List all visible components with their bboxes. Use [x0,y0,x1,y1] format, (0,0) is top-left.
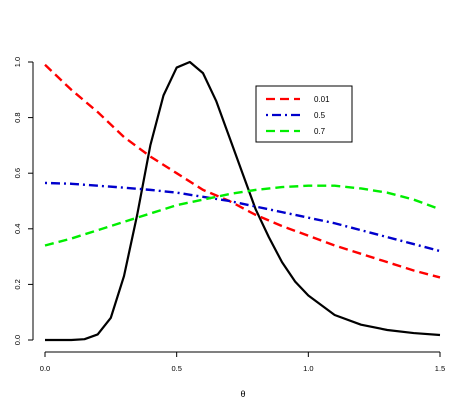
y-tick-label: 0.8 [13,112,22,122]
y-tick-label: 0.0 [13,335,22,345]
series-line-0-5 [44,181,441,253]
x-axis-label: θ [240,389,245,399]
legend-box [255,85,353,143]
series-line-0-01 [44,63,441,279]
series-line-density [45,60,441,342]
axes: 0.0 0.5 1.0 1.5 0.0 0.2 0.4 0.6 0.8 1.0 [13,57,445,373]
x-tick-label: 0.5 [171,364,181,373]
legend-label: 0.01 [314,95,330,104]
y-tick-label: 1.0 [13,57,22,67]
legend-label: 0.7 [314,127,326,136]
y-tick-label: 0.6 [13,168,22,178]
series-line-0-7 [44,184,441,247]
x-tick-label: 1.0 [303,364,313,373]
series-group [44,60,441,342]
x-tick-label: 1.5 [435,364,445,373]
legend: 0.01 0.5 0.7 [255,85,353,143]
y-tick-label: 0.4 [13,224,22,234]
x-tick-label: 0.0 [40,364,50,373]
y-tick-label: 0.2 [13,279,22,289]
legend-label: 0.5 [314,111,326,120]
